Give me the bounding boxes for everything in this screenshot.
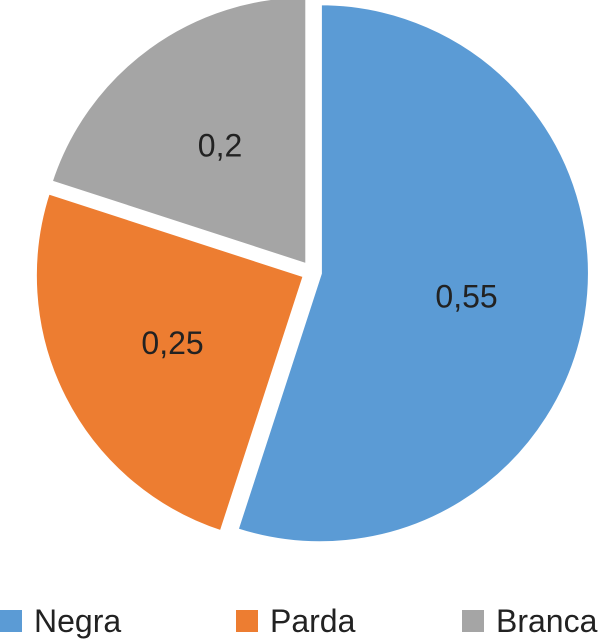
legend-swatch-negra: [0, 610, 22, 632]
slice-value-label-parda: 0,25: [141, 325, 203, 361]
pie-slice-parda: [32, 189, 308, 535]
chart-legend: Negra Parda Branca: [0, 601, 605, 641]
pie-slice-negra: [233, 1, 592, 546]
legend-item-parda: Parda: [236, 601, 355, 641]
legend-swatch-parda: [236, 610, 258, 632]
legend-item-branca: Branca: [462, 601, 597, 641]
slice-value-label-branca: 0,2: [198, 127, 242, 163]
legend-label-branca: Branca: [496, 603, 598, 639]
pie-slice-labels: 0,55 0,25 0,2: [141, 127, 497, 361]
pie-slices: [32, 0, 592, 546]
slice-value-label-negra: 0,55: [435, 278, 497, 314]
legend-label-negra: Negra: [34, 603, 122, 639]
legend-item-negra: Negra: [0, 601, 121, 641]
legend-label-parda: Parda: [270, 603, 356, 639]
legend-swatch-branca: [462, 610, 484, 632]
pie-chart: 0,55 0,25 0,2: [32, 0, 592, 546]
pie-slice-branca: [47, 0, 310, 269]
